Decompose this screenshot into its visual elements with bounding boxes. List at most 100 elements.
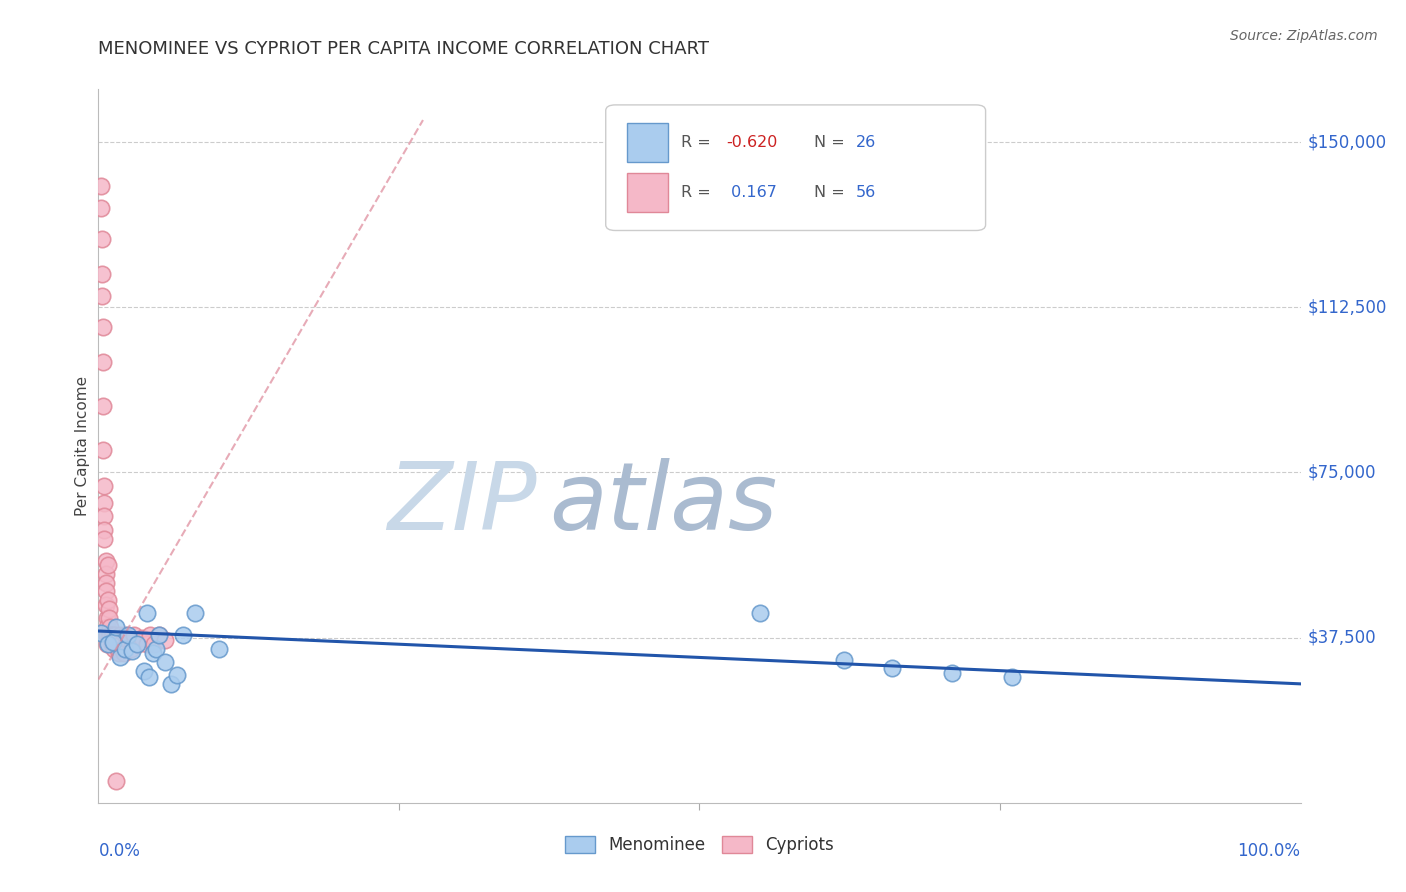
Point: [104, 628, 127, 642]
Point: [91, 289, 114, 303]
Point: [94, 575, 117, 590]
Text: R =: R =: [682, 186, 716, 200]
Text: R =: R =: [682, 136, 716, 150]
Point: [105, 632, 128, 647]
Point: [748, 607, 770, 621]
FancyBboxPatch shape: [627, 173, 668, 212]
Point: [105, 773, 128, 788]
Point: [120, 641, 142, 656]
Legend: Menominee, Cypriots: Menominee, Cypriots: [557, 828, 842, 863]
Text: 56: 56: [856, 186, 876, 200]
Point: [941, 665, 963, 680]
Point: [121, 644, 143, 658]
Text: $112,500: $112,500: [1308, 298, 1386, 317]
Text: 0.167: 0.167: [725, 186, 776, 200]
Point: [142, 637, 165, 651]
Point: [93, 509, 115, 524]
Text: $150,000: $150,000: [1308, 133, 1386, 151]
Point: [104, 637, 127, 651]
Point: [108, 628, 131, 642]
Point: [100, 637, 122, 651]
Text: N =: N =: [814, 136, 849, 150]
Point: [124, 628, 146, 642]
Point: [94, 553, 117, 567]
Text: ZIP: ZIP: [388, 458, 537, 549]
Point: [103, 641, 125, 656]
Point: [98, 602, 121, 616]
Text: 0.0%: 0.0%: [98, 842, 141, 860]
Point: [131, 631, 153, 645]
Point: [90, 626, 112, 640]
Point: [91, 232, 114, 246]
Point: [101, 628, 124, 642]
Point: [111, 641, 134, 656]
Point: [100, 628, 122, 642]
Point: [148, 628, 170, 642]
Point: [159, 677, 181, 691]
Point: [125, 637, 148, 651]
Point: [117, 632, 139, 647]
Text: $75,000: $75,000: [1308, 464, 1376, 482]
Point: [166, 668, 188, 682]
Point: [114, 628, 136, 642]
Point: [97, 637, 120, 651]
Y-axis label: Per Capita Income: Per Capita Income: [75, 376, 90, 516]
FancyBboxPatch shape: [627, 123, 668, 162]
Point: [93, 532, 115, 546]
Point: [108, 650, 131, 665]
Point: [135, 637, 157, 651]
Point: [110, 637, 132, 651]
Point: [94, 566, 117, 581]
Point: [100, 619, 122, 633]
Point: [105, 619, 128, 633]
Point: [91, 267, 114, 281]
Point: [91, 320, 114, 334]
Point: [183, 607, 205, 621]
Point: [93, 523, 115, 537]
Point: [101, 635, 124, 649]
Point: [96, 628, 118, 642]
Point: [97, 593, 120, 607]
Point: [832, 653, 855, 667]
Point: [880, 661, 903, 675]
Point: [94, 584, 117, 599]
Point: [91, 400, 114, 414]
Point: [148, 628, 170, 642]
Point: [91, 355, 114, 369]
Point: [100, 628, 122, 642]
Text: N =: N =: [814, 186, 849, 200]
Point: [96, 611, 118, 625]
Point: [91, 443, 114, 458]
Text: MENOMINEE VS CYPRIOT PER CAPITA INCOME CORRELATION CHART: MENOMINEE VS CYPRIOT PER CAPITA INCOME C…: [98, 40, 710, 58]
Point: [98, 628, 121, 642]
Point: [127, 637, 149, 651]
Point: [138, 670, 160, 684]
Point: [93, 478, 115, 492]
FancyBboxPatch shape: [606, 105, 986, 230]
Point: [96, 637, 118, 651]
Point: [208, 641, 231, 656]
Point: [97, 558, 120, 572]
Text: Source: ZipAtlas.com: Source: ZipAtlas.com: [1230, 29, 1378, 43]
Point: [108, 646, 131, 660]
Point: [132, 664, 155, 678]
Point: [112, 646, 135, 660]
Text: 100.0%: 100.0%: [1237, 842, 1301, 860]
Text: 26: 26: [856, 136, 876, 150]
Point: [153, 655, 176, 669]
Point: [103, 632, 125, 647]
Point: [172, 628, 194, 642]
Point: [114, 641, 136, 656]
Point: [145, 641, 167, 656]
Text: $37,500: $37,500: [1308, 629, 1376, 647]
Point: [94, 598, 117, 612]
Point: [153, 632, 176, 647]
Point: [141, 646, 163, 660]
Point: [117, 628, 139, 642]
Point: [93, 496, 115, 510]
Point: [107, 641, 129, 656]
Point: [1001, 670, 1024, 684]
Point: [135, 607, 157, 621]
Text: atlas: atlas: [550, 458, 778, 549]
Point: [139, 628, 162, 642]
